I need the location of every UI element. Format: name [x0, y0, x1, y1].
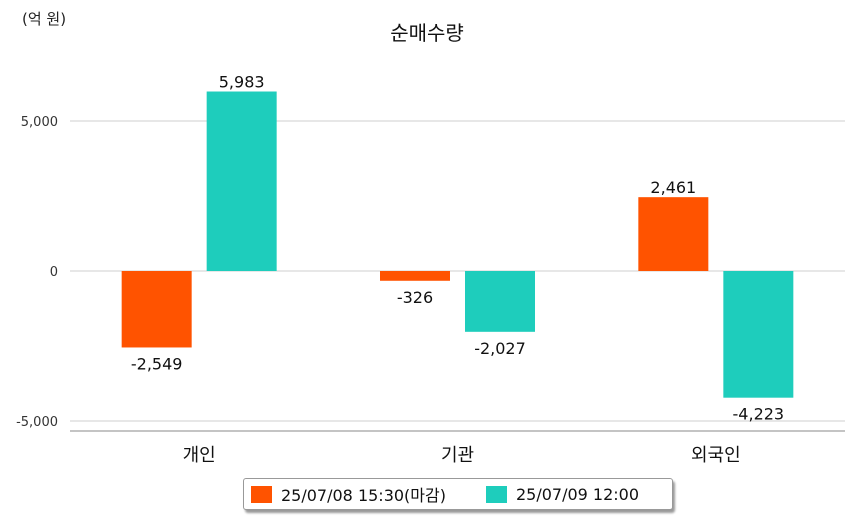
- legend-label-series-1: 25/07/08 15:30(마감): [281, 486, 446, 505]
- bar-1-3[interactable]: [638, 197, 709, 271]
- bar-2-1[interactable]: [206, 91, 277, 271]
- legend: 25/07/08 15:30(마감) 25/07/09 12:00: [243, 478, 673, 510]
- x-category-label: 기관: [441, 445, 474, 466]
- y-tick-label: 5,000: [21, 115, 58, 130]
- x-category-label: 외국인: [691, 445, 741, 466]
- bar-2-3[interactable]: [723, 271, 794, 398]
- bar-1-2[interactable]: [380, 271, 450, 281]
- legend-swatch-series-1: [251, 485, 272, 503]
- data-label: -2,549: [131, 354, 183, 373]
- axes: 5,000 0 -5,000 개인 기관 외국인: [16, 115, 845, 466]
- bar-2-2[interactable]: [465, 271, 535, 332]
- y-tick-label: 0: [50, 265, 58, 280]
- legend-swatch-series-2: [485, 485, 507, 503]
- y-tick-label: -5,000: [16, 415, 58, 430]
- data-label: 5,983: [219, 73, 265, 92]
- data-labels: -2,549 5,983 -326 -2,027 2,461 -4,223: [131, 73, 784, 424]
- legend-label-series-2: 25/07/09 12:00: [515, 484, 640, 504]
- legend-item-series-2[interactable]: 25/07/09 12:00: [485, 484, 640, 504]
- bars: [121, 91, 794, 398]
- data-label: -4,223: [733, 405, 785, 424]
- legend-item-series-1[interactable]: 25/07/08 15:30(마감): [251, 482, 446, 506]
- unit-label: (억 원): [22, 10, 67, 28]
- data-label: 2,461: [650, 178, 696, 197]
- data-label: -326: [397, 288, 433, 307]
- x-category-label: 개인: [183, 445, 216, 466]
- grid-lines: [70, 120, 845, 422]
- chart-title: 순매수량: [390, 21, 464, 45]
- data-label: -2,027: [474, 339, 526, 358]
- bar-1-1[interactable]: [121, 271, 192, 348]
